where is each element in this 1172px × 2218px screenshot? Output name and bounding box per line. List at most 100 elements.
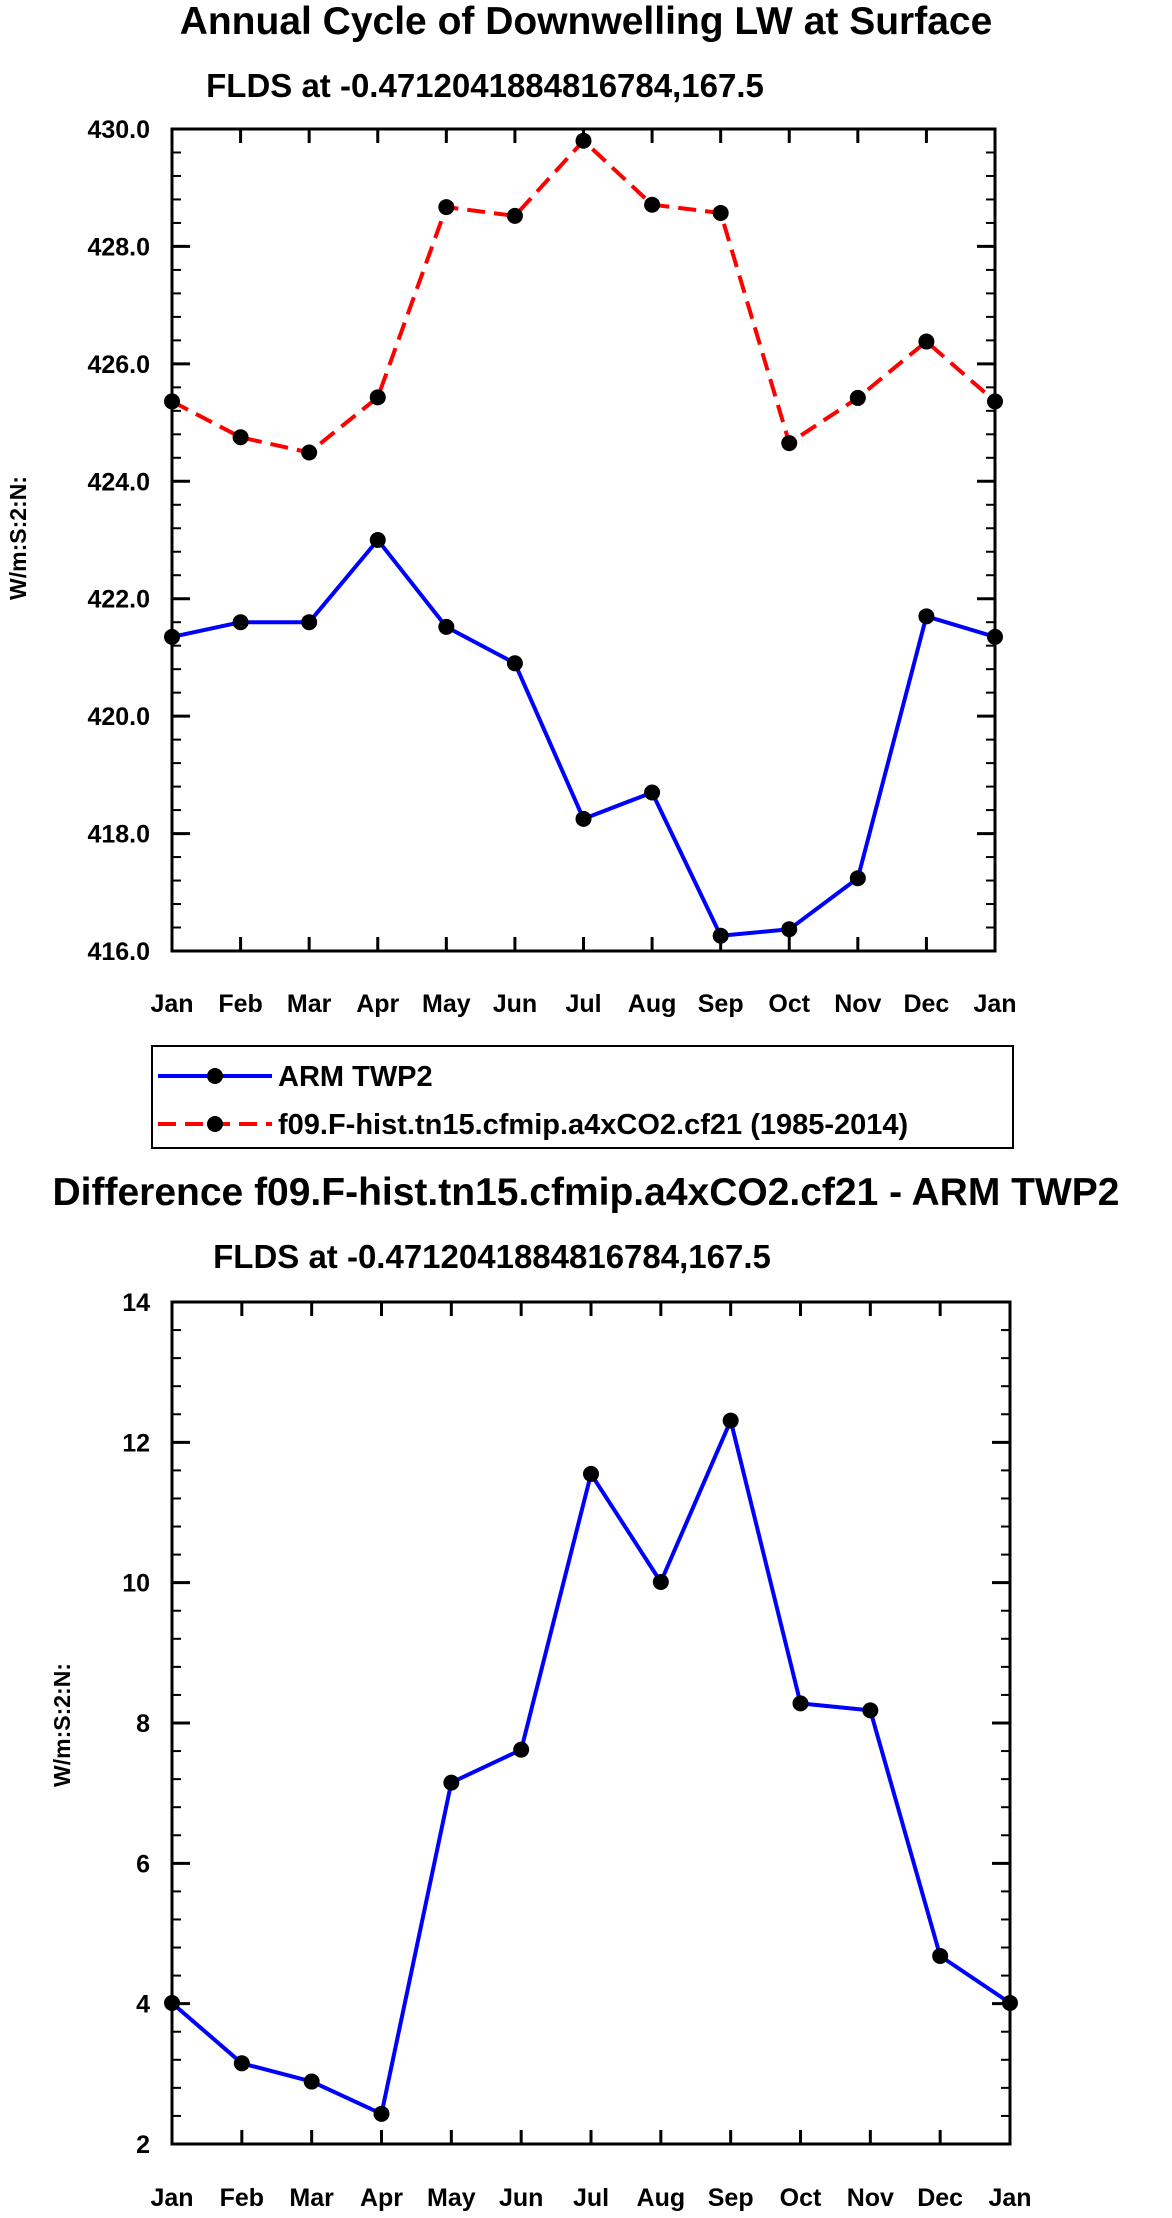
chart1-series-0-point (918, 608, 935, 625)
chart2-y-tick-label: 6 (136, 1850, 150, 1878)
chart1-y-tick-label: 426.0 (87, 351, 150, 379)
chart1-series-0-point (575, 810, 592, 827)
chart1-x-tick-label: Dec (903, 990, 949, 1018)
chart1-y-tick-label: 416.0 (87, 938, 150, 966)
chart2-series-0-point (373, 2105, 390, 2122)
chart1-x-tick-label: Jun (493, 990, 537, 1018)
chart2-series-0-point (862, 1702, 879, 1719)
chart2-subtitle: FLDS at -0.4712041884816784,167.5 (213, 1238, 771, 1275)
chart2-y-tick-label: 8 (136, 1710, 150, 1738)
chart1-series-0-point (987, 628, 1003, 645)
chart2-series-0-point (583, 1465, 599, 1482)
chart1-series-line-0 (171, 538, 996, 938)
chart1-series-line-1 (171, 138, 997, 455)
chart1-y-tick-label: 420.0 (87, 703, 150, 731)
chart1-series-1-point (575, 132, 592, 149)
chart1-series-0-point (438, 618, 455, 635)
chart2-y-tick-label: 10 (122, 1570, 150, 1598)
chart1-series-0-point (301, 614, 318, 631)
chart2-x-tick-label: Jan (988, 2184, 1031, 2212)
chart1-series-0-point (644, 784, 661, 801)
chart1-x-tick-label: Aug (628, 990, 677, 1018)
chart2-title: Difference f09.F-hist.tn15.cfmip.a4xCO2.… (53, 1171, 1120, 1214)
chart1-y-tick-label: 428.0 (87, 233, 150, 261)
chart1-series-1-point (781, 435, 798, 452)
chart2-ylabel: W/m:S:2:N: (49, 1663, 75, 1787)
chart1-x-tick-label: May (422, 990, 471, 1018)
chart1-x-tick-label: Apr (356, 990, 399, 1018)
chart1-series-1-point (918, 333, 935, 350)
chart2-series-0-point (1002, 1994, 1018, 2011)
chart2-y-tick-label: 12 (122, 1429, 150, 1457)
chart1-x-tick-label: Nov (834, 990, 881, 1018)
chart1-series-1-point (644, 196, 661, 213)
chart2-series-0-point (722, 1412, 739, 1429)
chart1-series-0-point (781, 921, 798, 938)
chart2-series-0-point (164, 1994, 180, 2011)
legend-label-arm: ARM TWP2 (278, 1061, 433, 1093)
chart2-x-tick-label: Jan (150, 2184, 193, 2212)
chart2-ticks: Jan Feb Mar Apr May Jun Jul Aug Sep Oct Nov Dec Jan2… (122, 1289, 1031, 2212)
chart1-title: Annual Cycle of Downwelling LW at Surfac… (180, 0, 993, 43)
chart1-subtitle: FLDS at -0.4712041884816784,167.5 (206, 67, 764, 104)
chart1-x-tick-label: Sep (698, 990, 744, 1018)
chart2-x-tick-label: Oct (780, 2184, 822, 2212)
legend: ARM TWP2 f09.F-hist.tn15.cfmip.a4xCO2.cf… (151, 1045, 1014, 1149)
chart2-series-0-point (443, 1774, 460, 1791)
chart1-series-1-point (506, 207, 523, 224)
chart1-ylabel: W/m:S:2:N: (5, 476, 31, 600)
legend-label-model: f09.F-hist.tn15.cfmip.a4xCO2.cf21 (1985-… (278, 1109, 908, 1141)
chart1-series-1-point (369, 389, 386, 406)
chart2-y-tick-label: 14 (122, 1289, 150, 1317)
chart1-x-tick-label: Oct (768, 990, 810, 1018)
chart1-series (164, 132, 1003, 944)
chart2-x-tick-label: Jul (573, 2184, 609, 2212)
chart2-series-0-point (513, 1741, 530, 1758)
chart1-x-tick-label: Jan (150, 990, 193, 1018)
legend-marker-arm (207, 1068, 223, 1084)
chart2-series-0-point (932, 1947, 949, 1964)
chart1-y-tick-label: 424.0 (87, 468, 150, 496)
chart1-y-tick-label: 422.0 (87, 586, 150, 614)
chart2-y-tick-label: 4 (136, 1991, 150, 2019)
chart1-x-tick-label: Jul (565, 990, 601, 1018)
chart2-x-tick-label: Jun (499, 2184, 543, 2212)
chart2-series-0-point (303, 2073, 320, 2090)
chart2-x-tick-label: Dec (917, 2184, 963, 2212)
chart1-series-0-point (506, 655, 523, 672)
chart1-series-0-point (712, 927, 729, 944)
chart1-series-1-point (849, 389, 866, 406)
annual-cycle-chart: Annual Cycle of Downwelling LW at Surfac… (5, 0, 1017, 1149)
chart2-x-tick-label: Nov (847, 2184, 894, 2212)
chart2-series-line-0 (170, 1418, 1012, 2116)
chart1-series-1-point (987, 393, 1003, 410)
chart2-y-tick-label: 2 (136, 2131, 150, 2159)
chart1-y-tick-label: 430.0 (87, 116, 150, 144)
chart1-series-1-point (438, 199, 455, 216)
legend-box (151, 1045, 1014, 1149)
chart1-series-0-point (369, 532, 386, 548)
chart2-series-0-point (792, 1695, 809, 1712)
chart1-series-1-point (712, 204, 729, 221)
chart1-series-1-point (301, 444, 318, 461)
chart2-x-tick-label: Aug (637, 2184, 686, 2212)
chart1-series-1-point (164, 393, 180, 410)
chart1-series-1-point (232, 429, 249, 446)
chart1-x-tick-label: Mar (287, 990, 332, 1018)
chart2-x-tick-label: Sep (708, 2184, 754, 2212)
chart2-x-tick-label: May (427, 2184, 476, 2212)
chart2-series-0-point (652, 1573, 669, 1590)
chart1-series-0-point (232, 614, 249, 631)
chart2-x-tick-label: Apr (360, 2184, 403, 2212)
legend-marker-model (207, 1116, 223, 1132)
chart1-series-0-point (849, 870, 866, 887)
chart2-series (164, 1412, 1018, 2122)
chart2-x-tick-label: Mar (289, 2184, 334, 2212)
chart1-x-tick-label: Jan (973, 990, 1016, 1018)
difference-chart: Difference f09.F-hist.tn15.cfmip.a4xCO2.… (49, 1171, 1119, 2212)
chart2-x-tick-label: Feb (220, 2184, 264, 2212)
chart2-plot-frame (170, 1300, 1012, 2146)
chart1-series-0-point (164, 628, 180, 645)
chart2-series-0-point (233, 2055, 250, 2072)
